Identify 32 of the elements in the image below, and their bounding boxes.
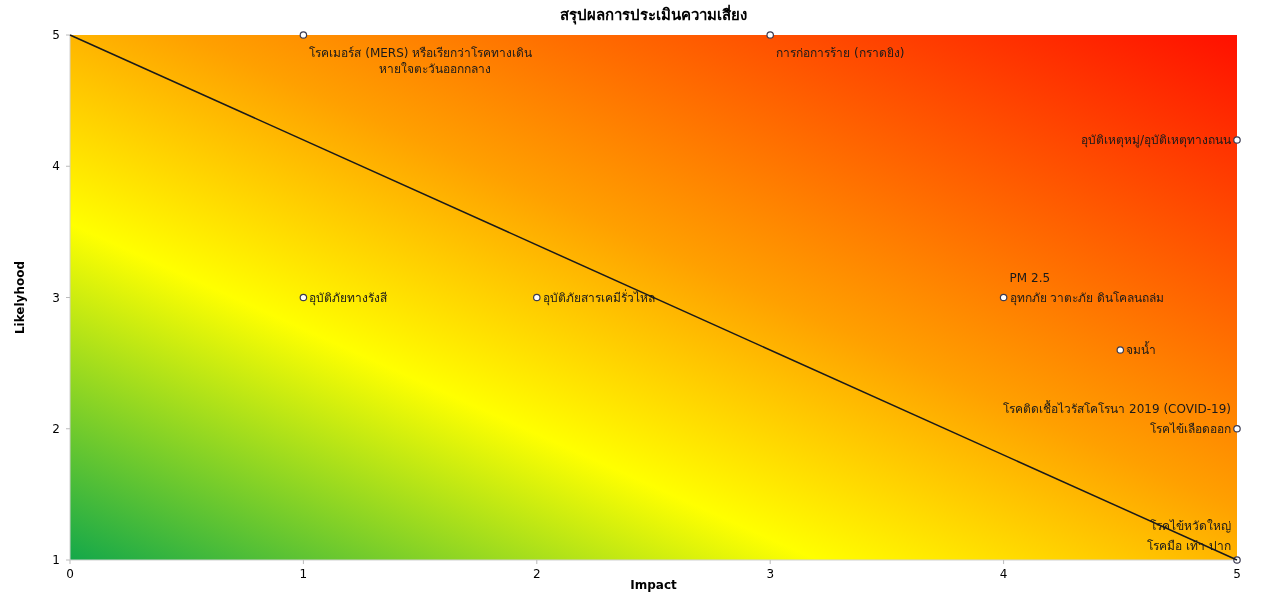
y-tick-label: 2 [52, 421, 60, 436]
point [1116, 346, 1125, 354]
annotation: โรคติดเชื้อไวรัสโคโรนา 2019 (COVID-19) [1003, 399, 1231, 416]
x-tick-label: 2 [532, 567, 541, 581]
y-axis-title: Likelyhood [13, 260, 27, 335]
x-tick-label: 5 [1233, 567, 1241, 581]
x-tick-label: 3 [766, 567, 775, 581]
point [533, 293, 541, 302]
y-tick-label: 4 [52, 159, 60, 174]
x-tick-label: 1 [299, 567, 308, 581]
x-axis-title: Impact [630, 578, 678, 592]
annotation: โรคเมอร์ส (MERS) หรือเรียกว่าโรคทางเดิน หายใจตะวันออกกลาง [309, 46, 533, 76]
annotation: อุบัติภัยสารเคมีรั่วไหล [542, 288, 655, 306]
x-tick-label: 4 [999, 567, 1008, 581]
annotation: จมน้ำ [1126, 341, 1157, 357]
chart-title: สรุปผลการประเมินความเสี่ยง [560, 4, 747, 25]
annotation: การก่อการร้าย (กราดยิง) [776, 46, 905, 60]
point [299, 31, 308, 39]
point [1233, 136, 1241, 144]
annotation: อุทกภัย วาตะภัย ดินโคลนถล่ม [1009, 290, 1165, 306]
y-tick-label: 5 [52, 28, 60, 42]
annotation: PM 2.5 [1009, 270, 1051, 285]
point [999, 293, 1008, 302]
annotation: อุบัติภัยทางรังสี [309, 290, 389, 306]
y-tick-label: 3 [52, 290, 60, 305]
annotation: อุบัติเหตุหมู่/อุบัติเหตุทางถนน [1080, 133, 1231, 148]
x-tick-label: 0 [66, 567, 74, 581]
annotation: โรคไข้เลือดออก [1150, 421, 1231, 436]
point [299, 293, 308, 302]
y-tick-label: 1 [52, 553, 60, 567]
point [766, 31, 774, 39]
point [1233, 424, 1241, 433]
